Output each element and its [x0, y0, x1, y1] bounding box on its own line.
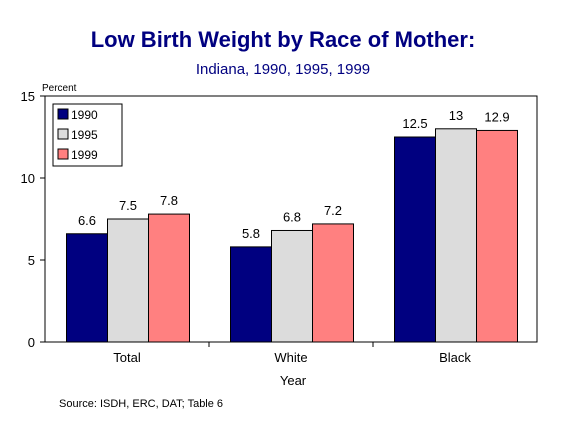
- legend-label-1999: 1999: [71, 148, 98, 162]
- legend-swatch-1995: [57, 128, 69, 140]
- data-label: 7.2: [324, 203, 342, 218]
- legend-label-1995: 1995: [71, 128, 98, 142]
- y-tick-label: 10: [21, 171, 35, 186]
- x-tick-label: White: [274, 350, 307, 365]
- bar-1999-black: [476, 129, 518, 343]
- y-tick-label: 15: [21, 89, 35, 104]
- legend-swatch-1999: [57, 148, 69, 160]
- bar-1995-black: [435, 128, 477, 343]
- bar-1990-white: [230, 246, 272, 343]
- data-label: 13: [449, 108, 463, 123]
- bar-1990-total: [66, 233, 108, 343]
- x-tick-label: Black: [439, 350, 471, 365]
- chart-title: Low Birth Weight by Race of Mother:: [90, 27, 476, 52]
- x-axis-title: Year: [280, 373, 307, 388]
- data-label: 7.8: [160, 193, 178, 208]
- bar-1995-white: [271, 229, 313, 343]
- legend-swatch-1990: [57, 108, 69, 120]
- data-label: 6.8: [283, 209, 301, 224]
- y-tick-label: 5: [28, 253, 35, 268]
- data-label: 12.5: [402, 116, 427, 131]
- data-label: 12.9: [484, 109, 509, 124]
- x-tick-label: Total: [113, 350, 141, 365]
- bar-1999-total: [148, 213, 190, 343]
- chart-subtitle: Indiana, 1990, 1995, 1999: [195, 61, 371, 78]
- data-label: 6.6: [78, 213, 96, 228]
- legend-label-1990: 1990: [71, 108, 98, 122]
- data-label: 7.5: [119, 198, 137, 213]
- bar-1995-total: [107, 218, 149, 343]
- source-note: Source: ISDH, ERC, DAT; Table 6: [59, 398, 224, 410]
- bar-1999-white: [312, 223, 354, 343]
- bar-1990-black: [394, 136, 436, 343]
- y-axis-label: Percent: [42, 83, 77, 94]
- data-label: 5.8: [242, 226, 260, 241]
- y-tick-label: 0: [28, 335, 35, 350]
